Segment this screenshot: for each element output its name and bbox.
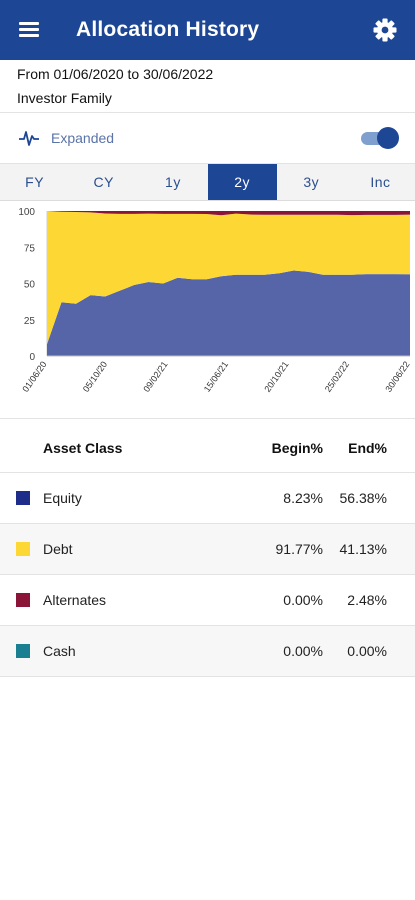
divider bbox=[0, 163, 415, 164]
entity-name: Investor Family bbox=[17, 90, 112, 106]
asset-name: Debt bbox=[43, 541, 73, 557]
y-tick-label: 75 bbox=[24, 243, 36, 254]
end-header: End% bbox=[348, 440, 387, 456]
begin-value: 0.00% bbox=[283, 643, 323, 659]
end-value: 41.13% bbox=[339, 541, 387, 557]
series-area-equity bbox=[47, 270, 410, 356]
divider bbox=[0, 472, 415, 473]
begin-value: 0.00% bbox=[283, 592, 323, 608]
x-tick-label: 30/06/22 bbox=[383, 359, 411, 393]
table-header: Asset Class Begin% End% bbox=[0, 430, 415, 466]
hamburger-menu-icon[interactable] bbox=[14, 16, 44, 44]
tab-2y[interactable]: 2y bbox=[207, 164, 277, 200]
x-tick-label: 09/02/21 bbox=[141, 359, 169, 393]
debt-color-swatch bbox=[16, 542, 30, 556]
series-area-alternates bbox=[47, 211, 410, 216]
y-tick-label: 25 bbox=[24, 316, 36, 327]
end-value: 2.48% bbox=[347, 592, 387, 608]
y-tick-label: 100 bbox=[18, 207, 35, 218]
tab-fy[interactable]: FY bbox=[25, 174, 45, 190]
toggle-knob bbox=[377, 127, 399, 149]
x-tick-label: 25/02/22 bbox=[323, 359, 351, 393]
app-bar: Allocation History bbox=[0, 0, 415, 60]
allocation-area-chart: 0 25 50 75 100 01/06/20 05/10/20 09/02/21 15/06/… bbox=[18, 207, 411, 394]
end-value: 0.00% bbox=[347, 643, 387, 659]
table-row: Alternates 0.00% 2.48% bbox=[0, 575, 415, 626]
x-tick-label: 20/10/21 bbox=[262, 359, 290, 393]
x-tick-label: 01/06/20 bbox=[20, 359, 48, 393]
table-row: Cash 0.00% 0.00% bbox=[0, 626, 415, 677]
cash-color-swatch bbox=[16, 644, 30, 658]
tab-1y[interactable]: 1y bbox=[165, 174, 181, 190]
period-tabs: FY CY 1y 2y 3y Inc bbox=[0, 164, 415, 201]
date-range-text: From 01/06/2020 to 30/06/2022 bbox=[17, 66, 214, 82]
alternates-color-swatch bbox=[16, 593, 30, 607]
tab-cy[interactable]: CY bbox=[93, 174, 114, 190]
pulse-icon bbox=[19, 131, 39, 146]
table-row: Debt 91.77% 41.13% bbox=[0, 524, 415, 575]
series-area-debt bbox=[47, 211, 410, 345]
asset-name: Cash bbox=[43, 643, 76, 659]
x-tick-label: 05/10/20 bbox=[81, 359, 109, 393]
equity-color-swatch bbox=[16, 491, 30, 505]
tab-inc[interactable]: Inc bbox=[370, 174, 391, 190]
y-tick-label: 0 bbox=[29, 352, 35, 363]
page-title: Allocation History bbox=[76, 18, 260, 41]
asset-name: Equity bbox=[43, 490, 82, 506]
begin-header: Begin% bbox=[271, 440, 323, 456]
table-row: Equity 8.23% 56.38% bbox=[0, 473, 415, 524]
divider bbox=[0, 112, 415, 113]
y-tick-label: 50 bbox=[24, 280, 36, 291]
divider bbox=[0, 418, 415, 419]
x-tick-label: 15/06/21 bbox=[202, 359, 230, 393]
asset-class-header: Asset Class bbox=[43, 440, 123, 456]
end-value: 56.38% bbox=[339, 490, 387, 506]
asset-name: Alternates bbox=[43, 592, 107, 608]
expanded-toggle[interactable] bbox=[361, 127, 399, 149]
tab-3y[interactable]: 3y bbox=[303, 174, 320, 190]
gear-icon[interactable] bbox=[371, 16, 399, 44]
begin-value: 8.23% bbox=[283, 490, 323, 506]
begin-value: 91.77% bbox=[275, 541, 323, 557]
expanded-label: Expanded bbox=[51, 130, 115, 146]
